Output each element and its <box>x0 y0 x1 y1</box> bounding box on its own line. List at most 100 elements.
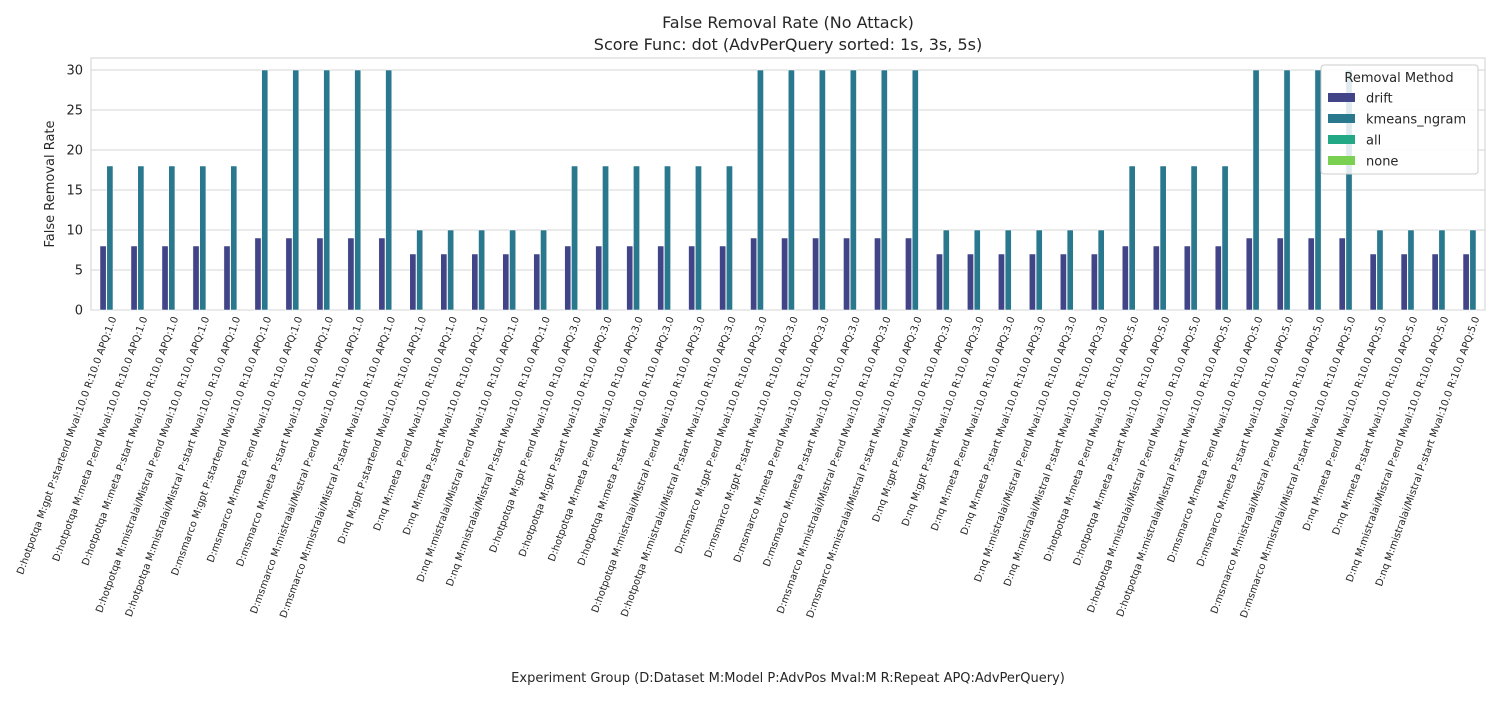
y-tick-label: 25 <box>66 104 83 119</box>
bar-kmeans_ngram <box>230 165 238 311</box>
bar-drift <box>1431 253 1439 311</box>
bar-kmeans_ngram <box>106 165 114 311</box>
x-tick-label: D:msmarco M:mistralai/Mistral P:end Mval… <box>776 315 894 615</box>
bar-kmeans_ngram <box>1128 165 1136 311</box>
bar-drift <box>998 253 1005 311</box>
bar-drift <box>781 237 788 311</box>
bar-drift <box>1276 237 1284 311</box>
legend-swatch-all <box>1328 135 1355 144</box>
bar-drift <box>192 245 200 311</box>
bar-kmeans_ngram <box>1376 229 1384 311</box>
y-axis-label: False Removal Rate <box>43 120 58 247</box>
bar-drift <box>1029 253 1036 311</box>
bar-kmeans_ngram <box>540 229 547 311</box>
bar-drift <box>1060 253 1067 311</box>
bar-drift <box>595 245 603 311</box>
bar-drift <box>285 237 293 311</box>
bar-kmeans_ngram <box>1097 229 1105 311</box>
x-tick-label: D:hotpotqa M:mistralai/Mistral P:end Mva… <box>94 315 212 614</box>
bar-drift <box>533 253 541 311</box>
chart-title: False Removal Rate (No Attack) <box>662 13 914 32</box>
bar-drift <box>1338 237 1346 311</box>
bar-drift <box>657 245 665 311</box>
bar-kmeans_ngram <box>323 69 331 311</box>
legend-swatch-none <box>1328 156 1355 165</box>
legend-swatch-kmeans_ngram <box>1328 114 1355 123</box>
chart-subtitle: Score Func: dot (AdvPerQuery sorted: 1s,… <box>594 35 982 54</box>
bar-drift <box>1400 253 1408 311</box>
bar-drift <box>378 237 386 311</box>
bar-drift <box>564 245 572 311</box>
bar-drift <box>688 245 696 311</box>
bar-drift <box>1245 237 1253 311</box>
x-tick-label: D:msmarco M:mistralai/Mistral P:start Mv… <box>805 315 925 619</box>
bar-kmeans_ngram <box>571 165 578 311</box>
bar-kmeans_ngram <box>1407 229 1415 311</box>
bar-kmeans_ngram <box>1438 229 1446 311</box>
x-tick-label: D:hotpotqa M:mistralai/Mistral P:end Mva… <box>1086 315 1204 614</box>
bar-kmeans_ngram <box>199 165 207 311</box>
bar-kmeans_ngram <box>137 165 145 311</box>
bar-drift <box>874 237 881 311</box>
bar-drift <box>347 237 355 311</box>
bar-kmeans_ngram <box>788 69 795 311</box>
bar-drift <box>223 245 231 311</box>
bar-kmeans_ngram <box>1221 165 1229 311</box>
bar-drift <box>1091 253 1098 311</box>
legend-label-none: none <box>1366 155 1398 170</box>
bar-drift <box>161 245 169 311</box>
bar-kmeans_ngram <box>1035 229 1043 311</box>
legend-label-drift: drift <box>1366 92 1393 107</box>
bar-kmeans_ngram <box>1469 229 1477 311</box>
bar-kmeans_ngram <box>1159 165 1167 311</box>
legend-label-all: all <box>1366 134 1381 149</box>
x-tick-label: D:msmarco M:mistralai/Mistral P:start Mv… <box>278 315 398 619</box>
bar-drift <box>750 237 757 311</box>
x-tick-label: D:msmarco M:mistralai/Mistral P:end Mval… <box>1209 315 1327 615</box>
bar-kmeans_ngram <box>1190 165 1198 311</box>
bar-kmeans_ngram <box>168 165 176 311</box>
bar-kmeans_ngram <box>942 229 950 311</box>
bar-drift <box>719 245 726 311</box>
bar-kmeans_ngram <box>973 229 981 311</box>
bar-kmeans_ngram <box>1314 69 1322 311</box>
bar-kmeans_ngram <box>757 69 764 311</box>
x-tick-label: D:hotpotqa M:mistralai/Mistral P:start M… <box>1115 315 1234 618</box>
bar-kmeans_ngram <box>292 69 300 311</box>
bar-kmeans_ngram <box>1283 69 1291 311</box>
y-tick-label: 5 <box>75 264 83 279</box>
bar-drift <box>1122 245 1129 311</box>
bar-kmeans_ngram <box>447 229 454 311</box>
bar-drift <box>502 253 510 311</box>
bar-kmeans_ngram <box>602 165 609 311</box>
x-tick-label: D:msmarco M:mistralai/Mistral P:start Mv… <box>1239 315 1359 619</box>
bar-kmeans_ngram <box>819 69 826 311</box>
bar-drift <box>1152 245 1160 311</box>
bar-drift <box>440 253 448 311</box>
x-tick-label: D:hotpotqa M:mistralai/Mistral P:start M… <box>619 315 738 618</box>
legend-title: Removal Method <box>1344 71 1453 86</box>
x-tick-label: D:hotpotqa M:mistralai/Mistral P:start M… <box>124 315 243 618</box>
x-tick-label: D:hotpotqa M:mistralai/Mistral P:end Mva… <box>590 315 708 614</box>
y-tick-label: 15 <box>66 184 83 199</box>
x-tick-label: D:msmarco M:mistralai/Mistral P:end Mval… <box>249 315 367 615</box>
bar-drift <box>471 253 479 311</box>
y-axis-ticks: 0 5 10 15 20 25 30 <box>66 64 83 319</box>
bars <box>99 69 1477 311</box>
bar-drift <box>99 245 107 311</box>
legend-swatch-drift <box>1328 93 1355 102</box>
bar-drift <box>316 237 324 311</box>
y-tick-label: 0 <box>75 304 83 319</box>
bar-drift <box>254 237 262 311</box>
bar-drift <box>1462 253 1470 311</box>
gridlines <box>91 69 1485 311</box>
bar-drift <box>1369 253 1377 311</box>
bar-drift <box>1307 237 1315 311</box>
legend-label-kmeans_ngram: kmeans_ngram <box>1366 113 1466 128</box>
bar-drift <box>130 245 138 311</box>
y-tick-label: 20 <box>66 144 83 159</box>
bar-kmeans_ngram <box>911 69 919 311</box>
bar-drift <box>812 237 819 311</box>
